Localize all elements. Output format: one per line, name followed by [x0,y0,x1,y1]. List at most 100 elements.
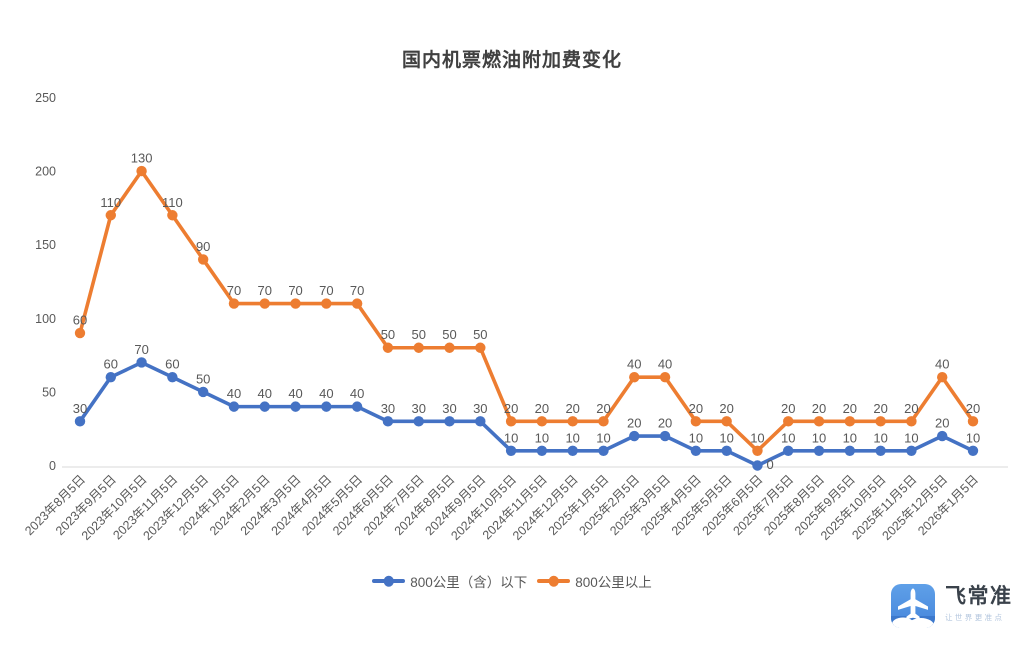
data-label-0: 10 [719,430,733,445]
data-point-0 [228,401,240,412]
data-label-0: 30 [73,401,87,416]
y-axis-tick-label: 50 [42,385,56,399]
data-point-0 [351,401,363,412]
data-label-1: 70 [288,283,302,298]
data-label-0: 10 [535,430,549,445]
data-point-1 [105,210,116,221]
legend-marker-1 [537,575,571,587]
data-label-0: 20 [935,416,949,431]
data-label-0: 40 [350,386,364,401]
data-point-0 [752,460,763,471]
data-label-1: 50 [473,327,487,342]
data-label-1: 60 [73,313,87,328]
data-label-1: 20 [812,401,826,416]
data-label-0: 10 [565,430,579,445]
data-point-0 [444,416,455,427]
variflight-logo: 飞常准 让世界更准点 [890,583,1013,629]
series-line-1 [78,169,975,453]
data-point-0 [783,445,794,456]
data-point-1 [567,416,578,427]
data-label-1: 20 [504,401,518,416]
data-label-0: 10 [904,430,918,445]
data-point-0 [475,416,486,427]
data-label-0: 40 [227,386,241,401]
data-label-1: 40 [935,357,949,372]
data-point-1 [906,416,917,427]
data-label-1: 40 [627,357,641,372]
data-label-0: 30 [473,401,487,416]
data-label-0: 20 [658,416,672,431]
data-label-0: 40 [319,386,333,401]
data-label-1: 50 [381,327,395,342]
data-label-1: 20 [966,401,980,416]
data-label-0: 30 [442,401,456,416]
legend-item-0[interactable]: 800公里（含）以下 [372,571,527,591]
data-label-0: 10 [596,430,610,445]
data-point-0 [598,445,609,456]
data-point-0 [413,416,424,427]
data-label-1: 70 [319,283,333,298]
airplane-glyph [898,588,928,620]
data-label-0: 50 [196,371,210,386]
y-axis-tick-label: 100 [35,312,56,326]
data-label-0: 10 [781,430,795,445]
data-point-0 [536,445,548,456]
data-point-0 [105,371,116,383]
data-point-1 [844,416,856,427]
fuel-surcharge-line-chart: 0501001502002502023年8月5日2023年9月5日2023年10… [22,91,1008,543]
data-point-0 [937,430,948,442]
data-label-0: 40 [288,386,302,401]
chart-legend: 800公里（含）以下 800公里以上 [0,570,1024,592]
series-line-0 [78,360,975,468]
legend-label-1: 800公里以上 [575,575,652,590]
data-point-0 [290,401,301,412]
data-point-1 [690,416,702,427]
data-point-1 [475,342,486,353]
data-point-1 [259,298,270,309]
data-point-1 [413,342,424,353]
data-label-1: 70 [227,283,241,298]
data-point-1 [783,416,794,427]
data-point-0 [875,445,886,456]
data-point-1 [937,371,948,383]
data-point-0 [567,445,578,456]
data-label-1: 20 [904,401,918,416]
data-label-0: 0 [766,457,773,472]
variflight-logo-icon [891,584,935,628]
data-point-1 [290,298,301,309]
data-label-1: 20 [535,401,549,416]
data-point-0 [74,416,86,427]
data-point-0 [906,445,917,456]
data-point-0 [321,401,332,412]
logo-tagline: 让世界更准点 [945,613,1005,623]
data-label-1: 50 [442,327,456,342]
legend-marker-dot-0 [383,575,394,587]
data-point-1 [659,371,671,383]
legend-label-0: 800公里（含）以下 [410,575,528,590]
data-point-1 [752,445,763,456]
data-label-0: 40 [258,386,272,401]
data-label-1: 20 [689,401,703,416]
data-label-1: 20 [719,401,733,416]
data-label-1: 110 [162,195,183,210]
data-point-1 [813,416,825,427]
data-label-1: 90 [196,239,210,254]
data-label-1: 70 [350,283,364,298]
data-point-1 [444,342,455,353]
data-label-0: 10 [689,430,703,445]
data-label-1: 20 [873,401,887,416]
cloud-shape [892,621,932,628]
legend-marker-0 [372,575,406,587]
data-label-0: 10 [843,430,857,445]
data-point-0 [844,445,856,456]
data-label-1: 20 [843,401,857,416]
data-point-0 [967,445,979,456]
y-axis-tick-label: 200 [35,165,56,179]
data-point-0 [629,430,640,442]
data-label-1: 130 [131,151,153,166]
data-point-1 [321,298,332,309]
legend-item-1[interactable]: 800公里以上 [537,571,652,591]
data-label-1: 110 [100,195,121,210]
data-label-0: 30 [411,401,425,416]
data-point-1 [74,327,86,339]
